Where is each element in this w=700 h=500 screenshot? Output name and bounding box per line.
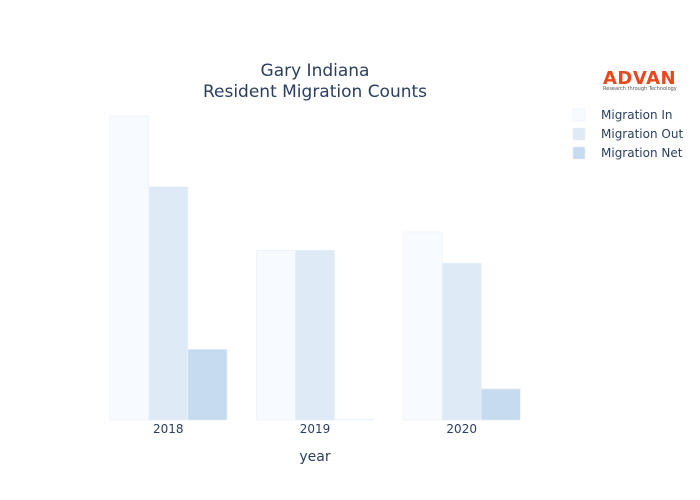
legend-label: Migration Net <box>601 146 683 160</box>
bar-migration-in-2020[interactable] <box>402 231 443 421</box>
advan-logo: ADVAN Research through Technology <box>603 68 677 92</box>
legend-item[interactable]: Migration Net <box>572 146 683 160</box>
logo-tagline: Research through Technology <box>603 86 677 92</box>
legend-label: Migration In <box>601 108 673 122</box>
bar-migration-net-2018[interactable] <box>187 348 228 421</box>
x-tick-label: 2020 <box>446 422 477 436</box>
chart-title-line-1: Gary Indiana <box>261 61 370 81</box>
bar-migration-in-2019[interactable] <box>255 250 296 421</box>
bar-migration-net-2020[interactable] <box>480 388 521 421</box>
plot-area <box>109 115 521 421</box>
x-tick-label: 2018 <box>153 422 184 436</box>
x-axis-ticks: 2018 2019 2020 <box>153 422 477 436</box>
legend-item[interactable]: Migration In <box>572 108 673 122</box>
legend[interactable]: Migration In Migration Out Migration Net <box>572 108 683 160</box>
chart-title-line-2: Resident Migration Counts <box>203 82 427 102</box>
legend-swatch <box>572 146 586 160</box>
logo-wordmark: ADVAN <box>603 68 676 89</box>
x-axis-title: year <box>299 449 330 465</box>
legend-label: Migration Out <box>601 127 683 141</box>
x-tick-label: 2019 <box>300 422 331 436</box>
bar-migration-out-2018[interactable] <box>148 186 189 421</box>
legend-swatch <box>572 108 586 122</box>
legend-swatch <box>572 127 586 141</box>
bar-migration-out-2019[interactable] <box>295 250 335 421</box>
bar-migration-out-2020[interactable] <box>441 262 482 421</box>
bar-migration-in-2018[interactable] <box>109 115 150 421</box>
legend-item[interactable]: Migration Out <box>572 127 683 141</box>
bar-migration-net-2019[interactable] <box>334 419 375 421</box>
